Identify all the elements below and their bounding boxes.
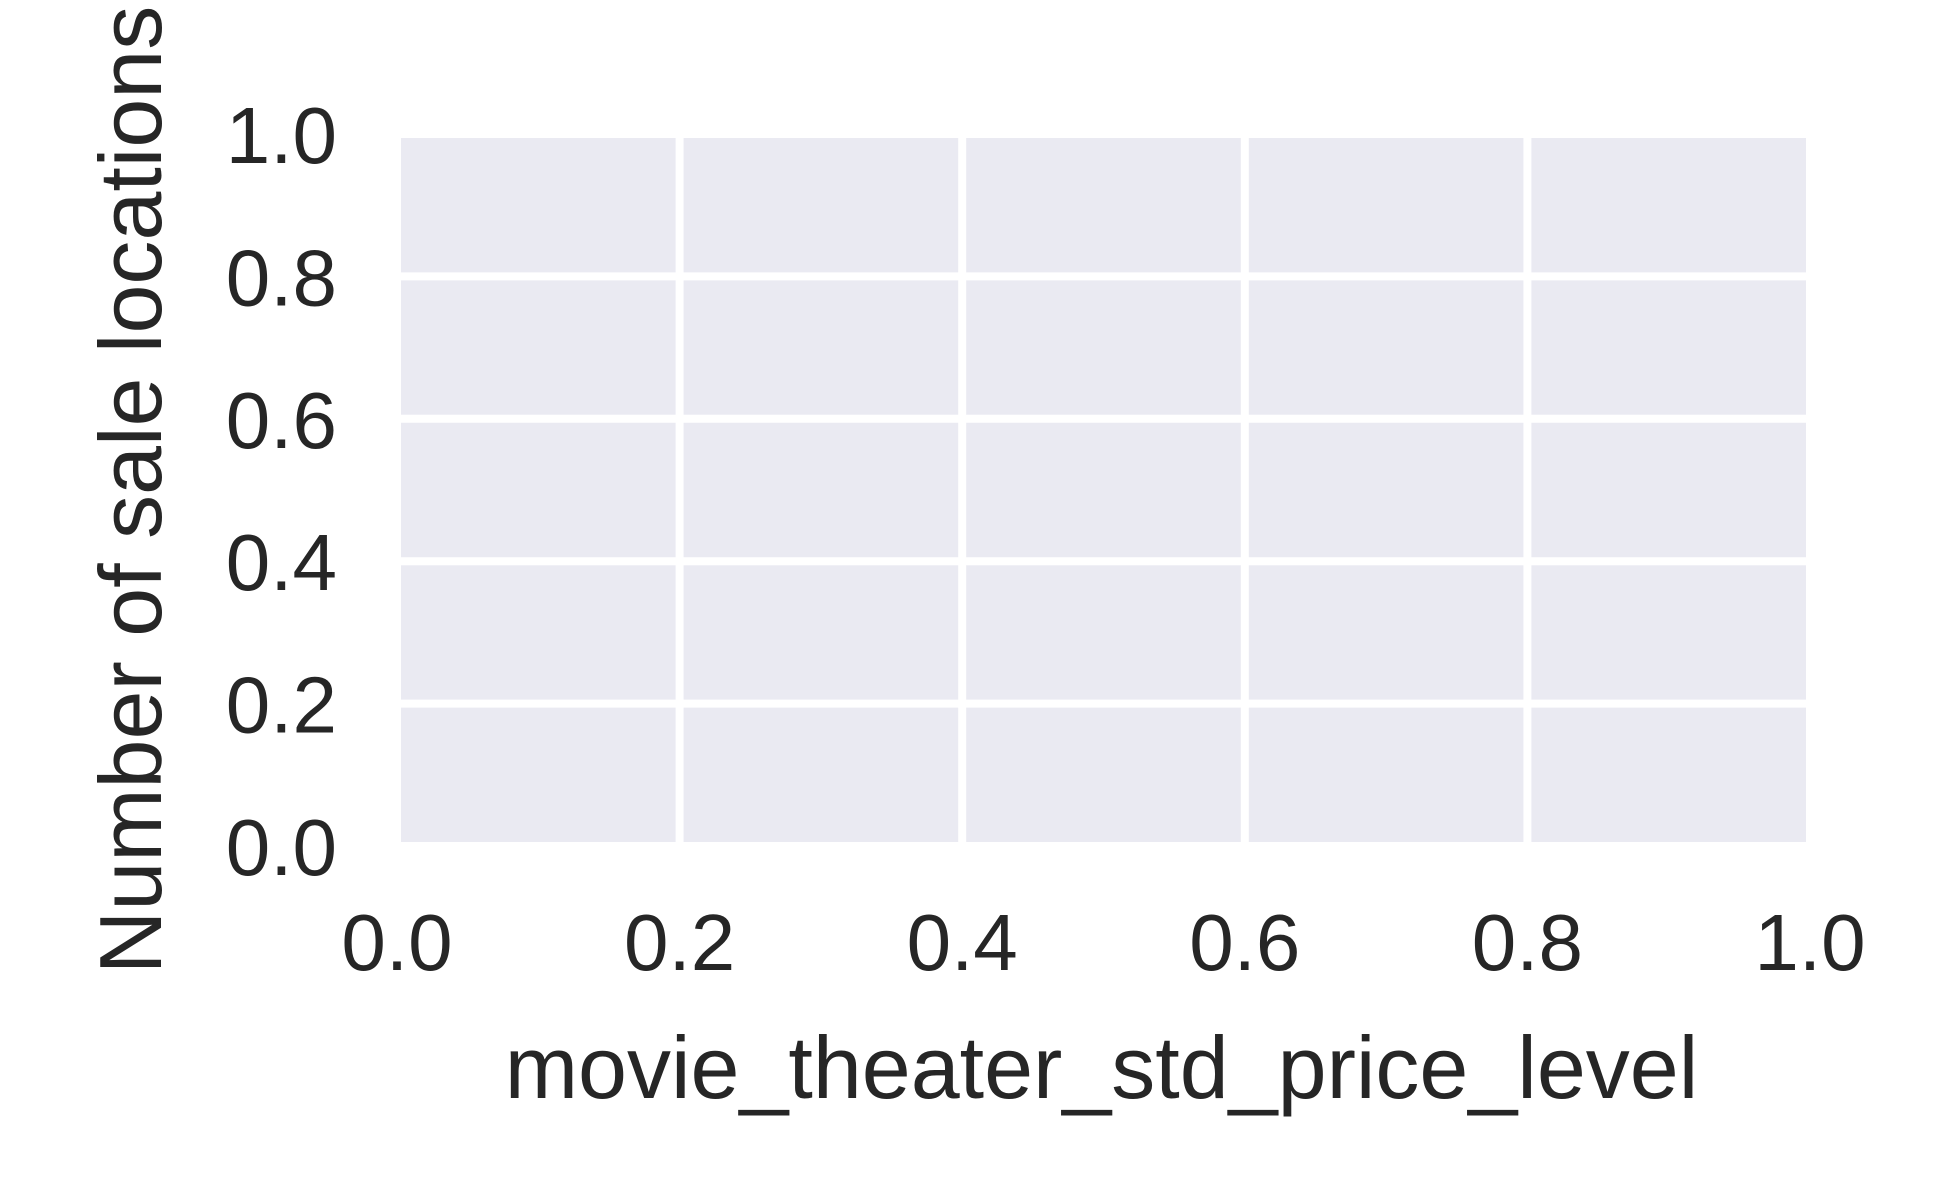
- grid-lines: [393, 130, 1814, 850]
- plot-area: [397, 134, 1810, 846]
- x-tick-label-2: 0.4: [907, 898, 1018, 987]
- y-tick-label-1: 0.2: [226, 661, 337, 750]
- x-tick-label-5: 1.0: [1754, 898, 1865, 987]
- x-tick-label-1: 0.2: [624, 898, 735, 987]
- x-tick-label-3: 0.6: [1189, 898, 1300, 987]
- y-tick-label-2: 0.4: [226, 518, 337, 607]
- y-tick-label-4: 0.8: [226, 233, 337, 322]
- y-axis-ticks: 0.0 0.2 0.4 0.6 0.8 1.0: [226, 91, 337, 892]
- x-axis-ticks: 0.0 0.2 0.4 0.6 0.8 1.0: [341, 898, 1865, 987]
- y-axis-label: Number of sale locations: [81, 6, 180, 974]
- y-tick-label-0: 0.0: [226, 803, 337, 892]
- x-axis-label: movie_theater_std_price_level: [505, 1018, 1699, 1117]
- y-tick-label-5: 1.0: [226, 91, 337, 180]
- x-tick-label-4: 0.8: [1472, 898, 1583, 987]
- y-tick-label-3: 0.6: [226, 376, 337, 465]
- x-tick-label-0: 0.0: [341, 898, 452, 987]
